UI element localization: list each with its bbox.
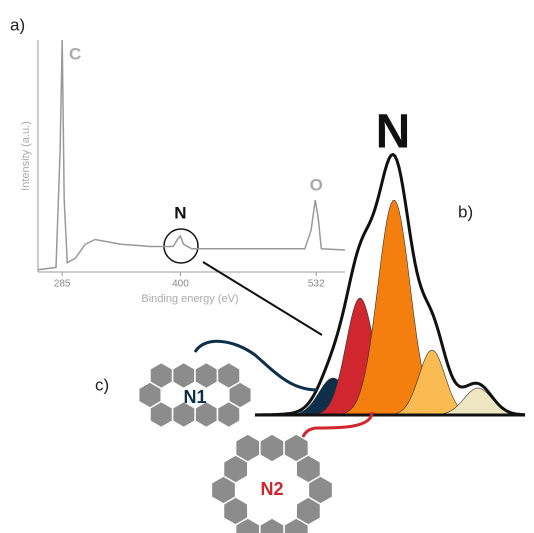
hexagon <box>236 434 260 462</box>
peak-label: N <box>174 203 186 222</box>
site-label: N2 <box>260 479 283 499</box>
x-tick-label: 400 <box>172 279 189 290</box>
site-label: N1 <box>183 387 206 407</box>
x-tick-label: 532 <box>308 279 325 290</box>
y-axis-label: Intensity (a.u.) <box>20 121 32 191</box>
panel-label: c) <box>95 375 109 394</box>
hexagon <box>260 518 284 533</box>
hexagon <box>308 476 332 504</box>
panel-label: a) <box>10 15 25 34</box>
deconvolution <box>255 155 525 416</box>
x-tick-label: 285 <box>54 279 71 290</box>
spectrum-line <box>38 40 345 270</box>
panel-label: b) <box>458 202 473 221</box>
hexagon <box>173 363 196 389</box>
site-link <box>300 412 372 462</box>
component-peak <box>255 200 525 415</box>
hexagon <box>150 402 173 428</box>
hexagon <box>150 363 173 389</box>
peak-label: C <box>69 44 81 63</box>
deconvolution-title: N <box>376 106 411 159</box>
hexagon <box>195 363 218 389</box>
hexagon <box>218 402 241 428</box>
figure: a) b) c) N Intensity (a.u.) Binding ener… <box>0 0 534 533</box>
hexagon <box>260 434 284 462</box>
hexagon <box>218 363 241 389</box>
peak-label: O <box>310 175 323 194</box>
x-axis-label: Binding energy (eV) <box>141 293 238 305</box>
